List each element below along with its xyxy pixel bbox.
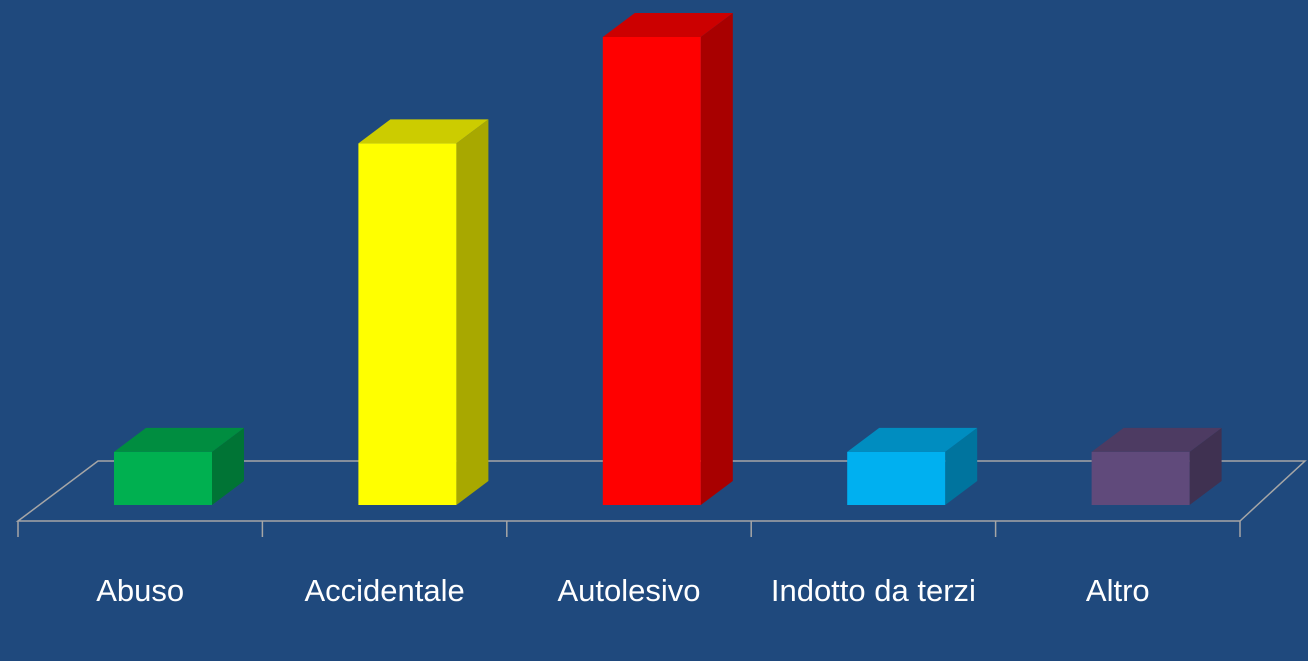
floor <box>15 460 1307 522</box>
bar-front <box>1091 451 1190 505</box>
bar-top <box>358 119 489 144</box>
bar-front <box>847 451 946 505</box>
bar-side <box>456 119 489 505</box>
bar-top <box>1091 427 1222 452</box>
x-tick-label: Accidentale <box>304 573 465 608</box>
bar-side <box>1189 427 1222 505</box>
bar-side <box>945 427 978 505</box>
x-tick-label: Altro <box>1085 573 1150 608</box>
bar-side <box>700 13 733 505</box>
bar-top <box>847 427 978 452</box>
bar <box>847 427 978 505</box>
x-tick-label: Abuso <box>96 573 185 608</box>
bar-top <box>114 427 244 452</box>
bar <box>358 119 489 505</box>
bar <box>1091 427 1222 505</box>
x-tick-label: Indotto da terzi <box>770 573 976 608</box>
bar-front <box>602 37 701 505</box>
bar <box>602 13 733 505</box>
bar <box>114 427 244 505</box>
bar-front <box>114 451 212 505</box>
x-tick-label: Autolesivo <box>557 573 701 608</box>
bar-front <box>358 143 457 505</box>
bar-side <box>212 427 244 505</box>
bar-top <box>602 13 733 37</box>
